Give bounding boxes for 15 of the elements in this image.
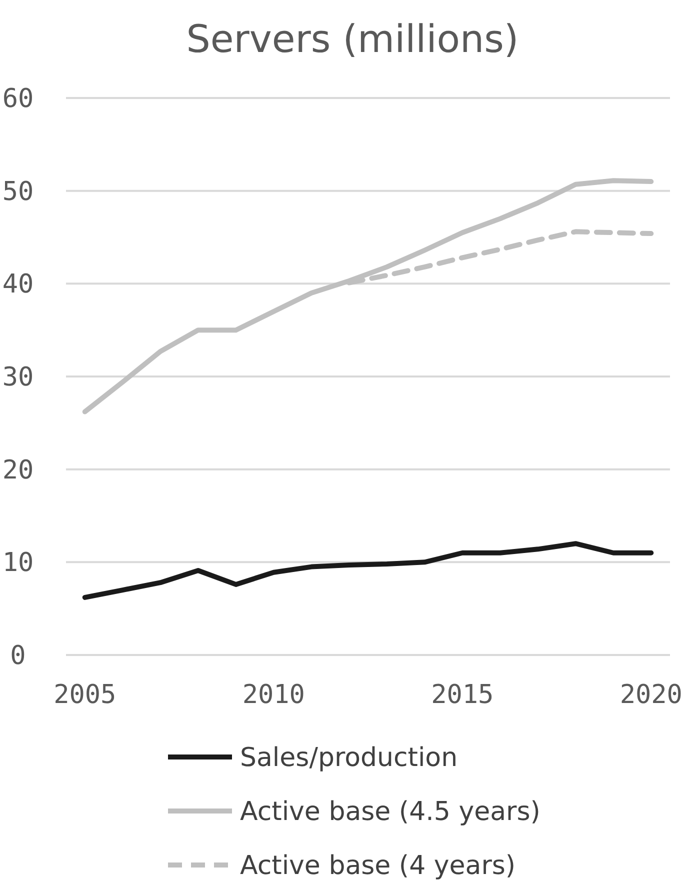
x-tick-label: 2005 xyxy=(54,680,116,710)
x-tick-label: 2015 xyxy=(431,680,494,710)
y-tick-label: 50 xyxy=(2,176,34,207)
y-tick-label: 60 xyxy=(2,84,34,114)
legend-label: Active base (4 years) xyxy=(240,851,516,881)
chart-title: Servers (millions) xyxy=(186,17,519,61)
y-tick-label: 40 xyxy=(2,270,34,300)
y-tick-label: 20 xyxy=(2,455,34,486)
y-tick-label: 0 xyxy=(10,641,26,671)
y-tick-label: 30 xyxy=(2,362,34,392)
y-tick-label: 10 xyxy=(2,548,34,578)
legend-label: Sales/production xyxy=(240,743,458,773)
x-tick-label: 2020 xyxy=(620,680,682,710)
x-tick-label: 2010 xyxy=(242,680,305,710)
legend-label: Active base (4.5 years) xyxy=(240,797,540,827)
